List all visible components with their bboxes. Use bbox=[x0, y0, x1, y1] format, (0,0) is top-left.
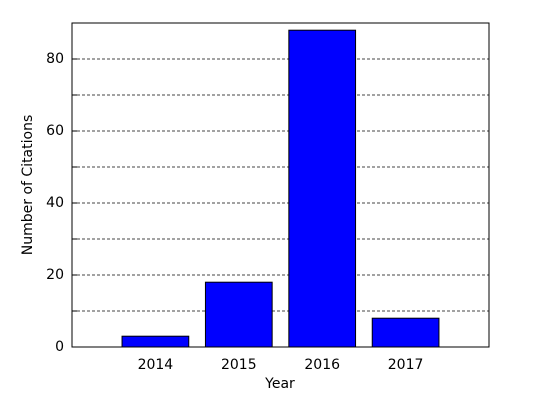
x-tick-label: 2015 bbox=[221, 357, 257, 373]
x-tick-label: 2014 bbox=[138, 357, 174, 373]
plot-frame bbox=[71, 22, 490, 348]
x-axis-label: Year bbox=[264, 376, 295, 392]
x-tick-label: 2017 bbox=[388, 357, 424, 373]
x-tick-label: 2016 bbox=[304, 357, 340, 373]
y-tick-label: 0 bbox=[55, 339, 64, 355]
y-tick-label: 20 bbox=[46, 267, 64, 283]
bar bbox=[288, 29, 357, 348]
y-tick-label: 80 bbox=[46, 51, 64, 67]
y-tick-label: 40 bbox=[46, 195, 64, 211]
bar bbox=[204, 281, 273, 348]
bar bbox=[121, 335, 190, 348]
y-tick-label: 60 bbox=[46, 123, 64, 139]
bar bbox=[371, 317, 440, 348]
y-axis-label: Number of Citations bbox=[20, 115, 36, 255]
